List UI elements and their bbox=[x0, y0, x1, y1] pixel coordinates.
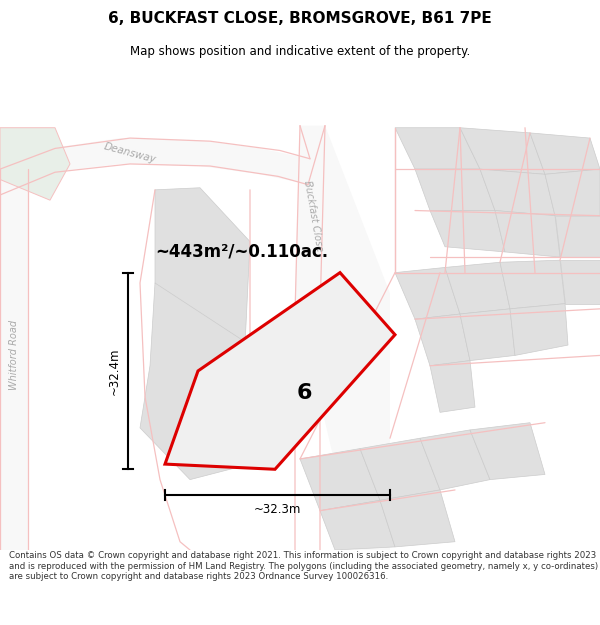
Polygon shape bbox=[460, 127, 545, 174]
Text: ~443m²/~0.110ac.: ~443m²/~0.110ac. bbox=[155, 243, 328, 261]
Polygon shape bbox=[155, 188, 250, 356]
Polygon shape bbox=[500, 260, 565, 309]
Polygon shape bbox=[320, 501, 395, 550]
Text: ~32.4m: ~32.4m bbox=[107, 348, 121, 395]
Polygon shape bbox=[415, 314, 470, 366]
Polygon shape bbox=[470, 422, 545, 479]
Polygon shape bbox=[295, 126, 390, 550]
Polygon shape bbox=[0, 127, 70, 200]
Polygon shape bbox=[530, 133, 600, 174]
Polygon shape bbox=[380, 490, 455, 547]
Polygon shape bbox=[0, 138, 310, 195]
Text: Deansway: Deansway bbox=[103, 142, 157, 166]
Polygon shape bbox=[395, 127, 480, 169]
Polygon shape bbox=[395, 268, 460, 319]
Polygon shape bbox=[480, 169, 555, 216]
Text: ~32.3m: ~32.3m bbox=[254, 503, 301, 516]
Polygon shape bbox=[460, 309, 515, 361]
Polygon shape bbox=[430, 361, 475, 413]
Polygon shape bbox=[300, 449, 380, 511]
Polygon shape bbox=[420, 430, 490, 490]
Polygon shape bbox=[165, 272, 395, 469]
Polygon shape bbox=[360, 438, 440, 501]
Polygon shape bbox=[445, 262, 510, 314]
Polygon shape bbox=[555, 216, 600, 257]
Polygon shape bbox=[415, 169, 495, 211]
Text: Whitford Road: Whitford Road bbox=[9, 321, 19, 391]
Polygon shape bbox=[510, 304, 568, 356]
Polygon shape bbox=[140, 283, 290, 479]
Text: Contains OS data © Crown copyright and database right 2021. This information is : Contains OS data © Crown copyright and d… bbox=[9, 551, 598, 581]
Polygon shape bbox=[0, 169, 28, 550]
Text: 6: 6 bbox=[297, 382, 313, 402]
Text: 6, BUCKFAST CLOSE, BROMSGROVE, B61 7PE: 6, BUCKFAST CLOSE, BROMSGROVE, B61 7PE bbox=[108, 11, 492, 26]
Polygon shape bbox=[430, 211, 505, 252]
Polygon shape bbox=[560, 260, 600, 304]
Text: Map shows position and indicative extent of the property.: Map shows position and indicative extent… bbox=[130, 45, 470, 58]
Text: Buckfast Close: Buckfast Close bbox=[302, 179, 324, 252]
Polygon shape bbox=[495, 211, 560, 257]
Polygon shape bbox=[545, 169, 600, 216]
